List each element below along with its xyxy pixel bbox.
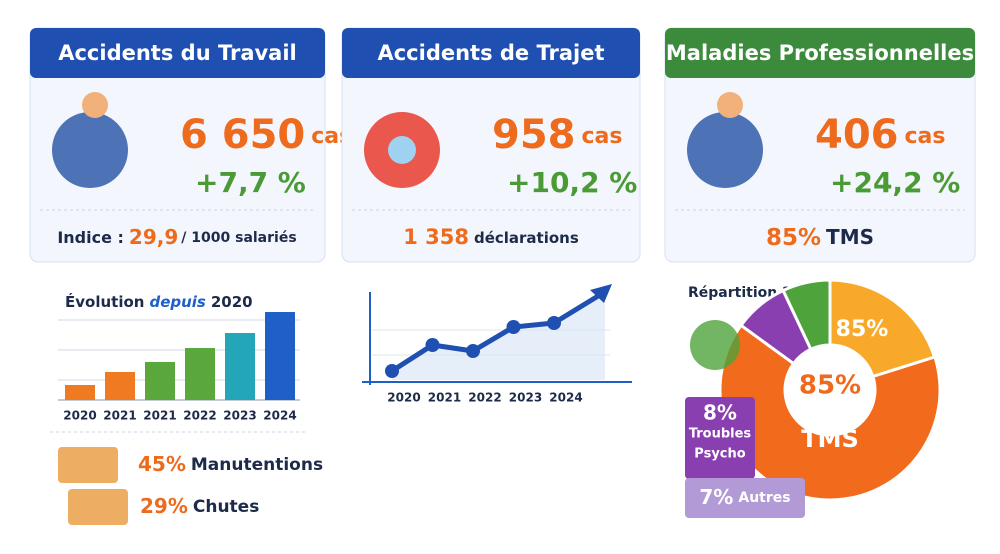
cause: 29% Chutes	[140, 494, 259, 518]
point	[425, 338, 440, 352]
x-tick-label: 2023	[223, 409, 256, 423]
cause-pct: 29%	[140, 494, 188, 518]
footer-label: Indice :	[57, 228, 124, 247]
x-tick-label: 2021	[428, 391, 461, 405]
footer: Indice : 29,9/ 1000 salariés	[57, 225, 296, 249]
cause-label: Manutentions	[191, 455, 323, 475]
count-unit: cas	[582, 124, 623, 149]
point	[506, 320, 521, 334]
legend-text: Troubles	[689, 427, 752, 442]
card-title: Accidents de Trajet	[377, 41, 604, 65]
card-header	[342, 28, 640, 78]
case-count: 958 cas	[492, 112, 622, 158]
illustration	[687, 112, 763, 188]
count-unit: cas	[905, 124, 946, 149]
x-tick-label: 2024	[549, 391, 582, 405]
x-tick-label: 2022	[468, 391, 501, 405]
card-header	[665, 28, 975, 78]
card-header	[30, 28, 325, 78]
illustration	[82, 92, 108, 118]
donut-center	[785, 345, 875, 435]
chart-title: Évolution depuis 2020	[65, 292, 253, 311]
card-title: Maladies Professionnelles	[666, 41, 974, 65]
center-value: 85%	[799, 371, 861, 401]
x-tick-label: 2021	[143, 409, 176, 423]
legend-text: 8%	[703, 401, 737, 425]
bar	[225, 333, 255, 400]
title-part: depuis	[149, 293, 205, 311]
change: +7,7 %	[195, 166, 306, 199]
bar	[65, 385, 95, 400]
footer-label: déclarations	[474, 229, 579, 247]
legend-box	[685, 397, 755, 479]
footer: 1 358 déclarations	[403, 225, 579, 249]
x-tick-label: 2020	[63, 409, 96, 423]
legend-label: Autres	[738, 490, 790, 506]
footer-value: 85%	[766, 225, 821, 251]
legend-text: 7% Autres	[699, 485, 790, 509]
count-number: 6 650	[180, 112, 305, 158]
footer: 85% TMS	[766, 225, 874, 251]
cause-pct: 45%	[138, 452, 186, 476]
count-number: 958	[492, 112, 576, 158]
point	[547, 316, 561, 330]
change: +24,2 %	[830, 166, 960, 199]
icon	[58, 447, 118, 483]
footer-unit: / 1000 salariés	[181, 230, 296, 246]
trend-arrow	[552, 290, 605, 326]
illustration	[52, 112, 128, 188]
x-tick-label: 2024	[263, 409, 296, 423]
segment-label: 85%	[836, 317, 889, 342]
cause: 45% Manutentions	[138, 452, 323, 476]
x-tick-label: 2022	[183, 409, 216, 423]
bar	[105, 372, 135, 400]
icon	[68, 489, 128, 525]
point	[466, 344, 480, 358]
bar	[145, 362, 175, 400]
bar	[265, 312, 295, 400]
illustration	[388, 136, 416, 164]
x-tick-label: 2023	[509, 391, 542, 405]
x-tick-label: 2021	[103, 409, 136, 423]
legend-text: Psycho	[694, 447, 745, 462]
cause-label: Chutes	[193, 497, 259, 517]
legend-box	[685, 478, 805, 518]
card-title: Accidents du Travail	[58, 41, 297, 65]
illustration	[717, 92, 743, 118]
x-tick-label: 2020	[387, 391, 420, 405]
footer-value: 29,9	[129, 225, 178, 249]
center-label: TMS	[801, 425, 859, 453]
footer-label: TMS	[826, 225, 874, 249]
bar	[185, 348, 215, 400]
footer-value: 1 358	[403, 225, 469, 249]
arrowhead	[590, 284, 612, 303]
case-count: 406 cas	[815, 112, 945, 158]
title-part: Évolution	[65, 292, 144, 311]
title-part: 2020	[211, 293, 253, 311]
legend-pct: 7%	[699, 485, 733, 509]
point	[385, 364, 399, 378]
change: +10,2 %	[507, 166, 637, 199]
count-number: 406	[815, 112, 899, 158]
illustration	[690, 320, 740, 370]
